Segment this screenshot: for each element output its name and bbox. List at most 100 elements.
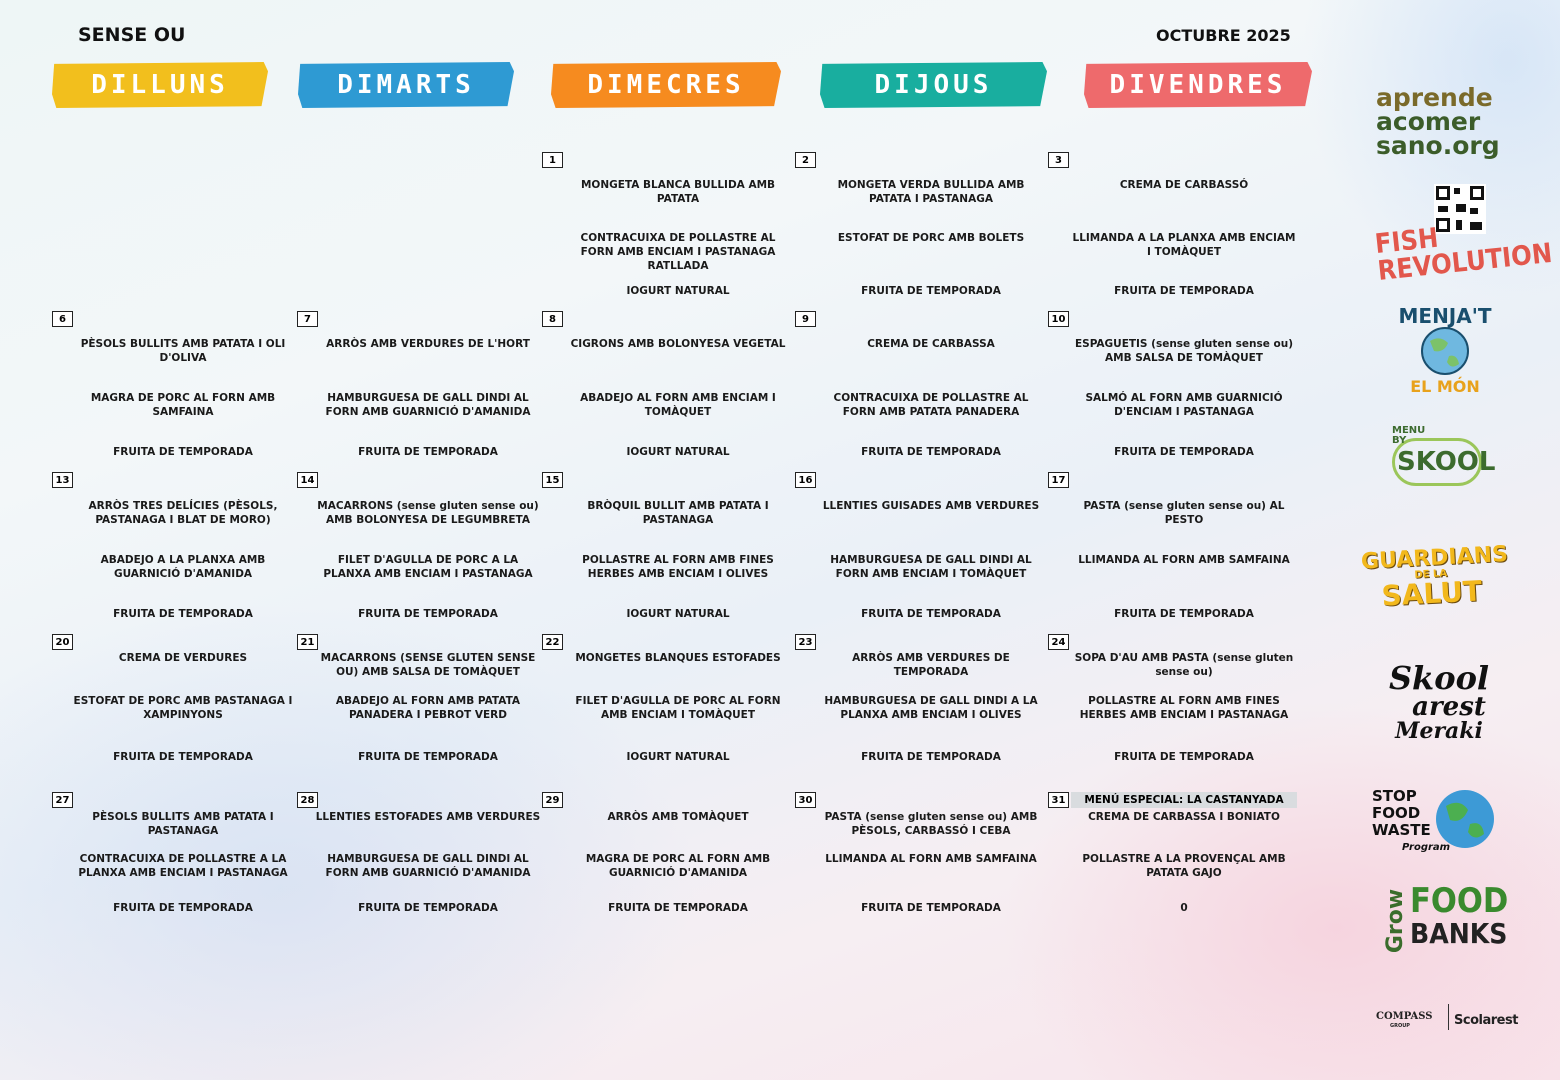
dish: CREMA DE VERDURES	[118, 652, 248, 664]
day-number: 15	[542, 472, 563, 488]
qr-code	[1434, 184, 1486, 234]
day-number: 9	[795, 311, 816, 327]
logo-meraki: Skool arest Meraki	[1384, 662, 1494, 742]
day-header: DILLUNS	[52, 62, 268, 108]
globe	[1436, 790, 1494, 848]
dish: PÈSOLS BULLITS AMB PATATA I PASTANAGA	[92, 811, 274, 837]
dish: FRUITA DE TEMPORADA	[358, 608, 498, 620]
dish: IOGURT NATURAL	[626, 446, 730, 458]
logo-text: Scolarest	[1454, 1013, 1518, 1028]
day-header: DIMECRES	[551, 62, 781, 108]
dish: CREMA DE CARBASSA I BONIATO	[1088, 811, 1280, 823]
day-number: 7	[297, 311, 318, 327]
dish: ABADEJO AL FORN AMB ENCIAM I TOMÀQUET	[580, 392, 776, 418]
day-number: 23	[795, 634, 816, 650]
dish: CONTRACUIXA DE POLLASTRE A LA PLANXA AMB…	[78, 853, 288, 879]
dish: FILET D'AGULLA DE PORC A LA PLANXA AMB E…	[323, 554, 533, 580]
dish: LLENTIES ESTOFADES AMB VERDURES	[315, 811, 541, 823]
day-number: 20	[52, 634, 73, 650]
dish: PASTA (sense gluten sense ou) AL PESTO	[1083, 500, 1285, 526]
background	[1300, 0, 1560, 300]
day-header: DIVENDRES	[1084, 62, 1312, 108]
background	[1000, 700, 1560, 1080]
logo-text: GROUP	[1390, 1023, 1410, 1029]
dish: FRUITA DE TEMPORADA	[1114, 446, 1254, 458]
dish: MONGETA BLANCA BULLIDA AMB PATATA	[580, 179, 776, 205]
dish: FRUITA DE TEMPORADA	[113, 902, 253, 914]
dish: MACARRONS (SENSE GLUTEN SENSE OU) AMB SA…	[320, 652, 536, 678]
dish: FRUITA DE TEMPORADA	[608, 902, 748, 914]
dish: FRUITA DE TEMPORADA	[358, 751, 498, 763]
logo-text: WASTE	[1372, 821, 1431, 839]
logo-stop: STOP FOOD WASTE Program	[1372, 788, 1502, 856]
logo-text: sano.org	[1376, 131, 1500, 160]
dish: CONTRACUIXA DE POLLASTRE AL FORN AMB ENC…	[580, 232, 776, 272]
dish: PASTA (sense gluten sense ou) AMB PÈSOLS…	[824, 811, 1038, 837]
logo-text: MENU	[1392, 425, 1426, 436]
logo-text: aprende	[1376, 83, 1493, 112]
dish: CREMA DE CARBASSA	[867, 338, 995, 350]
day-number: 17	[1048, 472, 1069, 488]
dish: MAGRA DE PORC AL FORN AMB GUARNICIÓ D'AM…	[585, 853, 771, 879]
dish: 0	[1180, 902, 1188, 914]
dish: ARRÒS AMB TOMÀQUET	[607, 811, 749, 823]
dish: IOGURT NATURAL	[626, 285, 730, 297]
dish: IOGURT NATURAL	[626, 751, 730, 763]
day-number: 3	[1048, 152, 1069, 168]
dish: ESTOFAT DE PORC AMB PASTANAGA I XAMPINYO…	[73, 695, 293, 721]
dish: FRUITA DE TEMPORADA	[861, 446, 1001, 458]
day-number: 10	[1048, 311, 1069, 327]
day-number: 13	[52, 472, 73, 488]
logo-text: acomer	[1376, 107, 1481, 136]
day-header: DIMARTS	[298, 62, 514, 108]
dish: BRÒQUIL BULLIT AMB PATATA I PASTANAGA	[587, 500, 769, 526]
day-number: 30	[795, 792, 816, 808]
day-number: 21	[297, 634, 318, 650]
dish: MONGETES BLANQUES ESTOFADES	[575, 652, 781, 664]
dish: HAMBURGUESA DE GALL DINDI A LA PLANXA AM…	[824, 695, 1038, 721]
dish: MONGETA VERDA BULLIDA AMB PATATA I PASTA…	[837, 179, 1025, 205]
logo-text: STOP	[1372, 787, 1417, 805]
logo-text: FOOD	[1372, 804, 1421, 822]
dish: FRUITA DE TEMPORADA	[113, 446, 253, 458]
day-number: 8	[542, 311, 563, 327]
background	[0, 600, 700, 1080]
divider	[1448, 1004, 1449, 1030]
dish: LLIMANDA AL FORN AMB SAMFAINA	[1078, 554, 1290, 566]
day-number: 27	[52, 792, 73, 808]
logo-text: BANKS	[1410, 917, 1508, 950]
dish: FRUITA DE TEMPORADA	[113, 608, 253, 620]
logo-menjat: MENJA'T EL MÓN	[1390, 306, 1500, 395]
logo-footer: COMPASS GROUP Scolarest	[1360, 1004, 1520, 1032]
dish: POLLASTRE A LA PROVENÇAL AMB PATATA GAJO	[1082, 853, 1286, 879]
dish: PÈSOLS BULLITS AMB PATATA I OLI D'OLIVA	[80, 338, 286, 364]
dish: CREMA DE CARBASSÓ	[1119, 179, 1249, 191]
logo-text: Skool	[1388, 659, 1490, 697]
logo-text: FOOD	[1410, 881, 1509, 921]
day-number: 6	[52, 311, 73, 327]
logo-text: arest	[1412, 692, 1486, 722]
day-number: 28	[297, 792, 318, 808]
day-number: 14	[297, 472, 318, 488]
dish: MAGRA DE PORC AL FORN AMB SAMFAINA	[90, 392, 276, 418]
dish: SOPA D'AU AMB PASTA (sense gluten sense …	[1074, 652, 1294, 678]
logo-aprende: aprende acomer sano.org	[1376, 83, 1500, 160]
day-number: 2	[795, 152, 816, 168]
dish: MACARRONS (sense gluten sense ou) AMB BO…	[317, 500, 539, 526]
dish: CONTRACUIXA DE POLLASTRE AL FORN AMB PAT…	[833, 392, 1029, 418]
day-header: DIJOUS	[820, 62, 1047, 108]
dish: FRUITA DE TEMPORADA	[861, 751, 1001, 763]
globe	[1421, 327, 1469, 375]
dish: POLLASTRE AL FORN AMB FINES HERBES AMB E…	[582, 554, 774, 580]
dish: HAMBURGUESA DE GALL DINDI AL FORN AMB EN…	[830, 554, 1032, 580]
dish: ABADEJO A LA PLANXA AMB GUARNICIÓ D'AMAN…	[100, 554, 266, 580]
month-title: OCTUBRE 2025	[1156, 26, 1291, 45]
dish: FRUITA DE TEMPORADA	[861, 608, 1001, 620]
dish: FRUITA DE TEMPORADA	[358, 446, 498, 458]
logo-text: BY	[1392, 435, 1407, 446]
dish: ARRÒS AMB VERDURES DE TEMPORADA	[852, 652, 1010, 678]
day-number: 1	[542, 152, 563, 168]
day-number: 31	[1048, 792, 1069, 808]
logo-grow: Grow FOOD BANKS	[1383, 884, 1508, 956]
